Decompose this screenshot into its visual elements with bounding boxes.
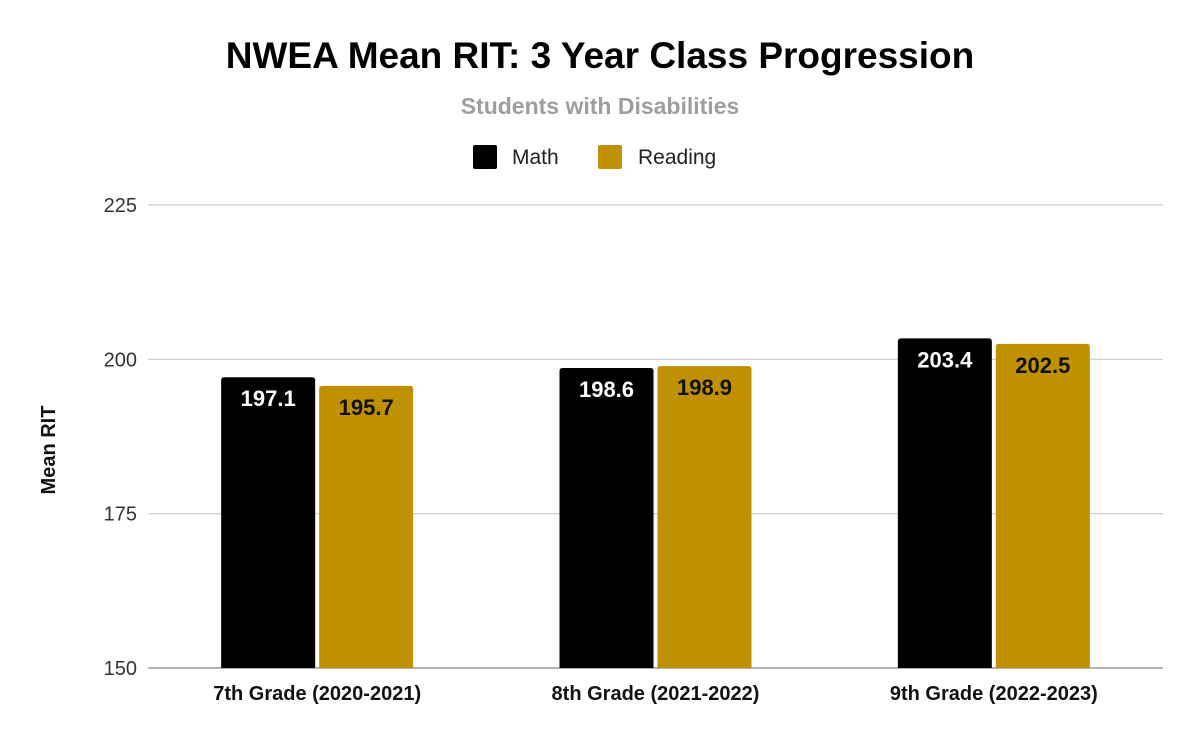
x-category-label: 9th Grade (2022-2023)	[890, 683, 1098, 705]
data-label-math-3: 203.4	[917, 347, 973, 372]
gridlines	[148, 204, 1163, 669]
data-label-math-1: 197.1	[241, 386, 296, 411]
y-tick-label: 150	[104, 658, 137, 680]
chart-subtitle: Students with Disabilities	[461, 93, 740, 119]
bar-reading-3	[995, 343, 1090, 668]
bar-reading-1	[319, 385, 414, 668]
x-axis-categories: 7th Grade (2020-2021) 8th Grade (2021-202…	[213, 683, 1098, 705]
data-label-math-2: 198.6	[579, 377, 634, 402]
y-tick-label: 225	[104, 195, 137, 217]
y-axis-label: Mean RIT	[38, 406, 60, 495]
chart-title: NWEA Mean RIT: 3 Year Class Progression	[226, 35, 974, 76]
y-tick-label: 175	[104, 504, 137, 526]
x-category-label: 8th Grade (2021-2022)	[552, 683, 760, 705]
bars	[221, 338, 1090, 668]
legend-label-reading: Reading	[638, 146, 716, 169]
bar-math-2	[559, 367, 654, 668]
bar-math-3	[897, 338, 992, 668]
legend: Math Reading	[473, 145, 716, 169]
legend-label-math: Math	[512, 146, 559, 169]
data-label-reading-2: 198.9	[677, 375, 732, 400]
data-label-reading-1: 195.7	[339, 395, 394, 420]
bar-reading-2	[657, 366, 752, 668]
legend-swatch-math	[473, 145, 497, 169]
legend-swatch-reading	[598, 145, 622, 169]
bar-math-1	[221, 377, 316, 668]
x-category-label: 7th Grade (2020-2021)	[213, 683, 421, 705]
y-axis-ticks: 150 175 200 225	[104, 195, 137, 680]
data-label-reading-3: 202.5	[1015, 353, 1070, 378]
data-labels: 197.1 195.7 198.6 198.9 203.4 202.5	[241, 347, 1071, 420]
y-tick-label: 200	[104, 349, 137, 371]
